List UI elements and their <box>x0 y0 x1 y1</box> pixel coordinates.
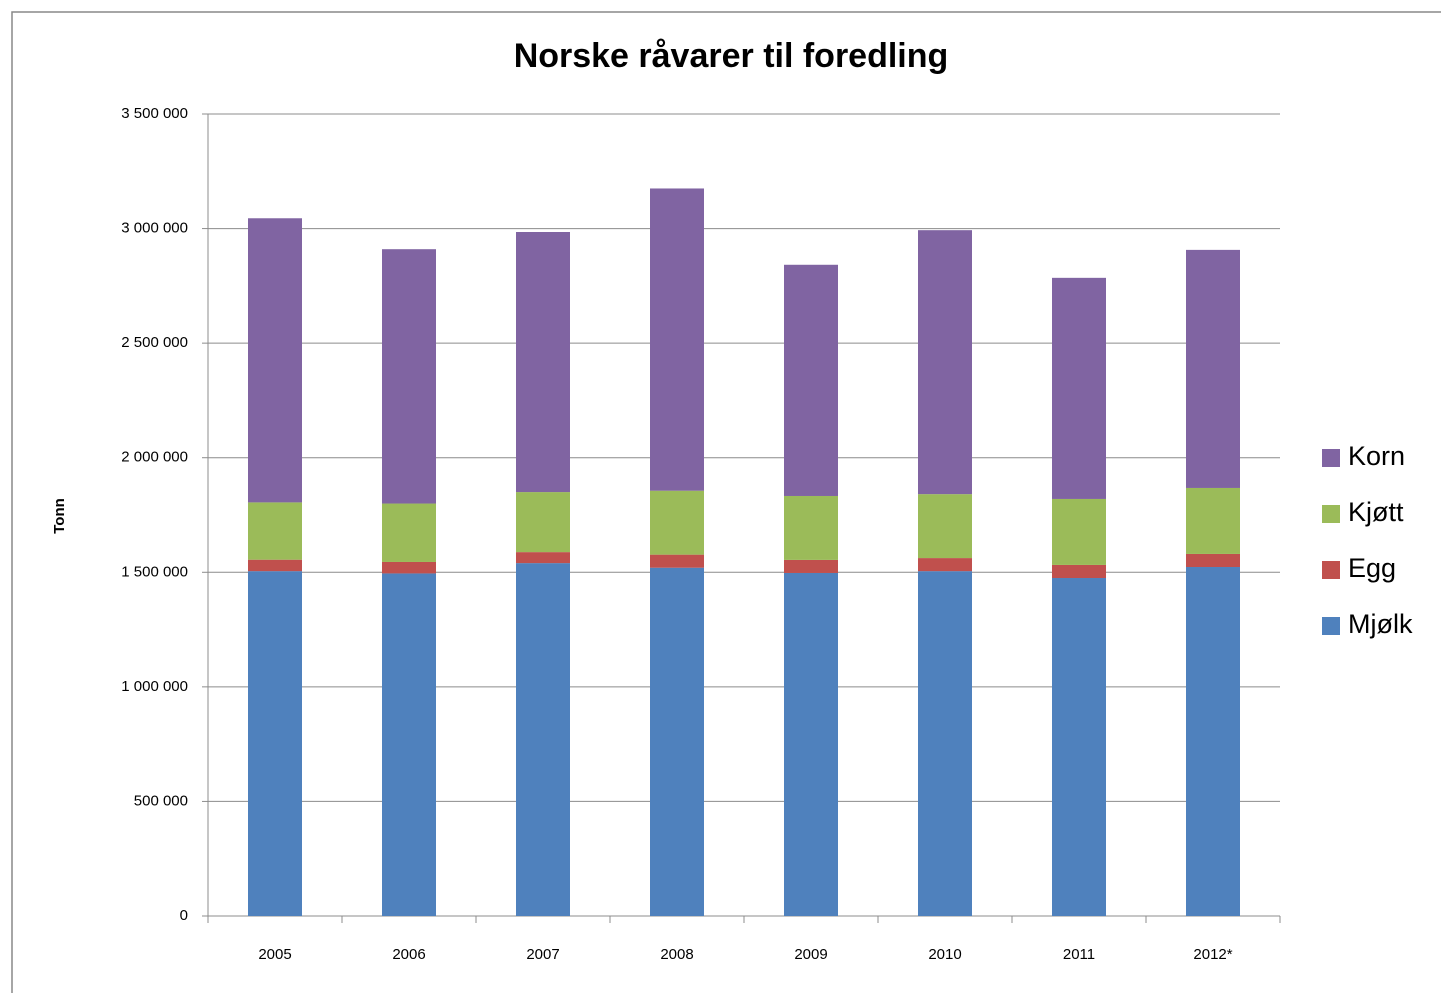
x-tick-label: 2011 <box>1063 946 1095 963</box>
bar-segment <box>1052 564 1106 579</box>
x-tick-label: 2005 <box>258 946 291 963</box>
y-tick-label: 0 <box>180 907 188 924</box>
bar-segment <box>516 492 570 553</box>
legend-swatch <box>1322 505 1340 523</box>
bar-segment <box>382 249 436 504</box>
legend-swatch <box>1322 561 1340 579</box>
x-tick-label: 2006 <box>392 946 425 963</box>
y-tick-label: 2 000 000 <box>121 449 188 466</box>
bar-segment <box>650 188 704 491</box>
bar-segment <box>918 494 972 559</box>
bar-segment <box>918 558 972 572</box>
bar-segment <box>784 572 838 916</box>
bar-segment <box>1052 277 1106 499</box>
bar-segment <box>650 567 704 916</box>
bar-segment <box>650 490 704 555</box>
y-tick-label: 500 000 <box>134 792 188 809</box>
legend-label: Kjøtt <box>1348 497 1404 527</box>
bar-segment <box>516 232 570 493</box>
bar-segment <box>1186 487 1240 554</box>
bar-segment <box>248 218 302 503</box>
bar-segment <box>784 559 838 573</box>
x-tick-label: 2009 <box>794 946 827 963</box>
legend-label: Egg <box>1348 553 1396 583</box>
bar-segment <box>382 561 436 574</box>
chart-title: Norske råvarer til foredling <box>514 37 949 75</box>
bar-segment <box>650 554 704 568</box>
y-tick-label: 3 000 000 <box>121 220 188 237</box>
bar-segment <box>516 563 570 916</box>
legend-swatch <box>1322 449 1340 467</box>
bar-segment <box>918 230 972 495</box>
bar-segment <box>784 495 838 560</box>
legend-swatch <box>1322 617 1340 635</box>
bar-segment <box>784 264 838 496</box>
x-tick-label: 2012* <box>1193 946 1232 963</box>
x-tick-label: 2010 <box>928 946 961 963</box>
bar-segment <box>516 552 570 564</box>
legend-label: Korn <box>1348 441 1405 471</box>
y-axis-label: Tonn <box>51 498 68 534</box>
bar-segment <box>1186 249 1240 488</box>
y-tick-label: 1 000 000 <box>121 678 188 695</box>
y-tick-label: 3 500 000 <box>121 105 188 122</box>
bar-segment <box>248 502 302 560</box>
bar-segment <box>382 503 436 562</box>
y-tick-label: 2 500 000 <box>121 334 188 351</box>
x-tick-label: 2008 <box>660 946 693 963</box>
bar-segment <box>1052 498 1106 565</box>
legend-label: Mjølk <box>1348 609 1413 639</box>
bar-segment <box>1186 567 1240 916</box>
bar-segment <box>918 571 972 916</box>
x-tick-label: 2007 <box>526 946 559 963</box>
bar-segment <box>1186 553 1240 568</box>
y-tick-label: 1 500 000 <box>121 563 188 580</box>
bar-segment <box>248 571 302 916</box>
bar-segment <box>248 559 302 572</box>
bar-segment <box>1052 578 1106 916</box>
bar-segment <box>382 573 436 916</box>
